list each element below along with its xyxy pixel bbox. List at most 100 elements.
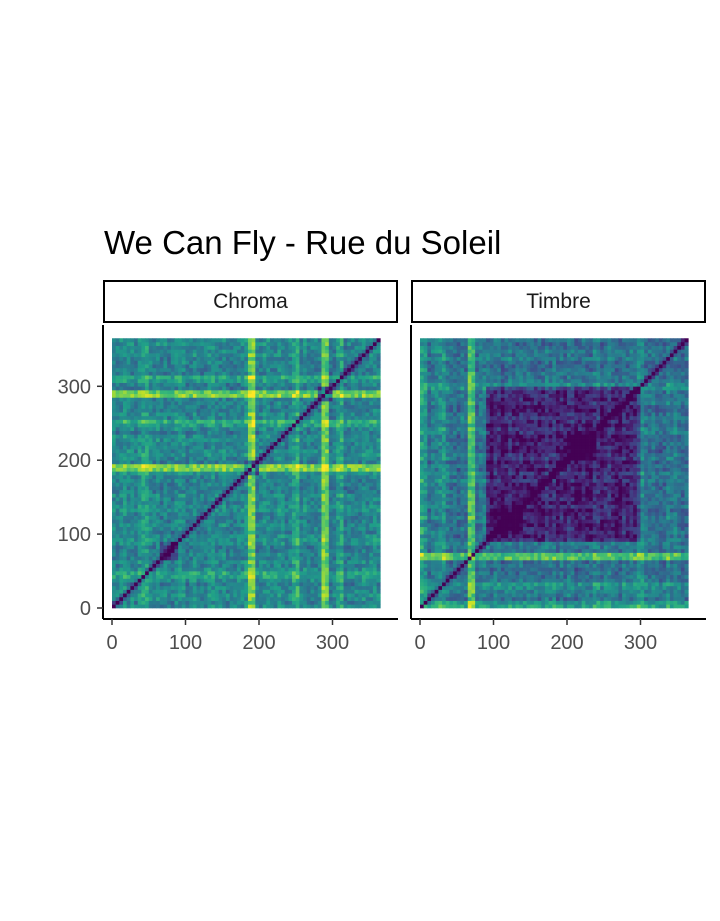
heatmap-cell (233, 371, 238, 376)
heatmap-cell (259, 360, 264, 365)
heatmap-cell (123, 552, 128, 557)
heatmap-cell (251, 534, 256, 539)
heatmap-cell (112, 578, 117, 583)
heatmap-cell (214, 589, 219, 594)
heatmap-cell (233, 571, 238, 576)
heatmap-cell (134, 571, 139, 576)
heatmap-cell (339, 441, 344, 446)
heatmap-cell (259, 430, 264, 435)
heatmap-cell (347, 474, 352, 480)
heatmap-cell (299, 364, 304, 369)
heatmap-cell (247, 441, 252, 446)
heatmap-cell (284, 578, 289, 583)
heatmap-cell (159, 478, 164, 483)
heatmap-cell (141, 356, 146, 361)
heatmap-cell (222, 519, 227, 524)
heatmap-cell (218, 463, 223, 468)
heatmap-cell (284, 415, 289, 420)
heatmap-cell (284, 596, 289, 601)
heatmap-cell (178, 493, 183, 498)
heatmap-cell (233, 441, 238, 446)
heatmap-cell (123, 412, 128, 417)
heatmap-cell (325, 460, 330, 465)
heatmap-cell (321, 552, 326, 557)
heatmap-cell (328, 467, 333, 472)
heatmap-cell (325, 375, 330, 380)
heatmap-cell (159, 523, 164, 528)
heatmap-cell (259, 497, 264, 502)
heatmap-cell (255, 474, 260, 480)
heatmap-cell (303, 574, 308, 579)
heatmap-cell (343, 423, 348, 428)
heatmap-cell (229, 338, 234, 343)
heatmap-cell (141, 471, 146, 476)
heatmap-cell (137, 604, 142, 609)
heatmap-cell (130, 445, 135, 450)
heatmap-cell (292, 449, 297, 454)
heatmap-cell (200, 456, 205, 461)
heatmap-cell (211, 456, 216, 461)
heatmap-cell (350, 593, 355, 598)
heatmap-cell (156, 367, 161, 372)
heatmap-cell (354, 574, 359, 579)
heatmap-cell (119, 511, 124, 516)
heatmap-cell (259, 456, 264, 461)
heatmap-cell (145, 534, 150, 539)
heatmap-cell (229, 519, 234, 524)
heatmap-cell (181, 349, 186, 354)
heatmap-cell (332, 530, 337, 535)
heatmap-cell (361, 511, 366, 516)
heatmap-cell (284, 563, 289, 568)
heatmap-cell (181, 552, 186, 557)
heatmap-cell (152, 456, 157, 461)
heatmap-cell (314, 467, 319, 472)
heatmap-cell (321, 604, 326, 609)
heatmap-cell (174, 434, 179, 439)
heatmap-cell (332, 556, 337, 561)
heatmap-cell (159, 430, 164, 435)
heatmap-cell (218, 360, 223, 365)
heatmap-cell (328, 412, 333, 417)
heatmap-cell (119, 593, 124, 598)
heatmap-cell (310, 408, 315, 413)
heatmap-cell (339, 552, 344, 557)
heatmap-cell (218, 534, 223, 539)
heatmap-cell (314, 341, 319, 346)
heatmap-cell (270, 585, 275, 590)
heatmap-cell (123, 511, 128, 516)
heatmap-cell (126, 474, 131, 480)
heatmap-cell (181, 467, 186, 472)
heatmap-cell (266, 353, 271, 358)
heatmap-cell (167, 530, 172, 535)
heatmap-cell (251, 364, 256, 369)
heatmap-cell (112, 463, 117, 468)
heatmap-cell (325, 404, 330, 409)
heatmap-cell (156, 556, 161, 561)
heatmap-cell (251, 511, 256, 516)
heatmap-cell (203, 467, 208, 472)
heatmap-cell (247, 567, 252, 572)
heatmap-cell (247, 445, 252, 450)
heatmap-cell (141, 474, 146, 480)
heatmap-cell (270, 508, 275, 513)
heatmap-cell (325, 349, 330, 354)
heatmap-cell (339, 404, 344, 409)
heatmap-cell (317, 589, 322, 594)
heatmap-cell (343, 489, 348, 494)
heatmap-cell (163, 404, 168, 409)
heatmap-cell (247, 523, 252, 528)
heatmap-cell (321, 463, 326, 468)
heatmap-cell (167, 563, 172, 568)
heatmap-cell (247, 338, 252, 343)
heatmap-cell (292, 404, 297, 409)
heatmap-cell (347, 578, 352, 583)
heatmap-cell (156, 426, 161, 431)
heatmap-cell (181, 460, 186, 465)
heatmap-cell (314, 415, 319, 420)
heatmap-cell (207, 397, 212, 402)
heatmap-cell (273, 489, 278, 494)
heatmap-cell (266, 585, 271, 590)
heatmap-cell (251, 360, 256, 365)
heatmap-cell (152, 449, 157, 454)
heatmap-cell (281, 438, 286, 443)
